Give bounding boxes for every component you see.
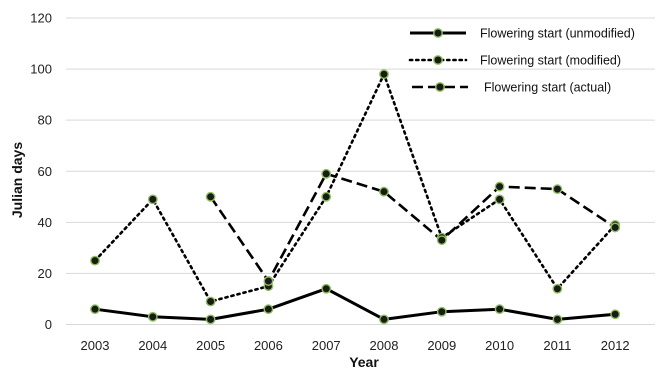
y-tick-label: 20 — [38, 266, 52, 281]
data-point — [147, 194, 158, 205]
legend-label: Flowering start (actual) — [484, 81, 611, 95]
data-point — [321, 191, 332, 202]
data-point — [321, 168, 332, 179]
x-tick-label: 2009 — [427, 338, 456, 353]
x-axis-title: Year — [349, 354, 379, 368]
y-axis-title: Julian days — [9, 142, 25, 218]
data-point — [436, 235, 447, 246]
x-tick-label: 2011 — [543, 338, 571, 353]
data-point — [552, 184, 563, 195]
data-point — [147, 311, 158, 322]
x-tick-label: 2008 — [370, 338, 399, 353]
y-tick-label: 120 — [30, 11, 52, 26]
y-tick-label: 0 — [45, 317, 52, 332]
data-point — [205, 191, 216, 202]
data-point — [263, 304, 274, 315]
x-tick-labels: 2003 2004 2005 2006 2007 2008 2009 2010 2011 2012 — [81, 338, 630, 353]
series-line-dashed — [209, 172, 616, 283]
data-point — [321, 283, 332, 294]
legend-marker — [433, 28, 443, 38]
data-point — [494, 304, 505, 315]
x-tick-label: 2010 — [485, 338, 514, 353]
legend-label: Flowering start (unmodified) — [480, 27, 635, 41]
legend: Flowering start (unmodified) Flowering st… — [408, 27, 635, 95]
x-tick-label: 2003 — [81, 338, 110, 353]
legend-marker — [435, 82, 445, 92]
y-tick-label: 60 — [38, 164, 52, 179]
y-tick-label: 100 — [30, 62, 52, 77]
y-tick-label: 40 — [38, 215, 52, 230]
data-point — [379, 186, 389, 197]
data-point — [263, 276, 274, 286]
x-tick-label: 2012 — [601, 338, 630, 353]
x-tick-label: 2005 — [196, 338, 225, 353]
data-point — [205, 296, 216, 307]
series-lines — [93, 72, 617, 321]
series-line-dotted — [93, 72, 617, 303]
y-tick-label: 80 — [38, 113, 52, 128]
data-point — [552, 314, 563, 325]
gridlines — [66, 17, 655, 325]
legend-label: Flowering start (modified) — [480, 54, 621, 68]
x-tick-label: 2004 — [138, 338, 167, 353]
data-point — [494, 181, 505, 192]
data-point — [90, 255, 100, 266]
data-point — [610, 222, 621, 233]
series-markers — [90, 69, 621, 325]
data-point — [379, 314, 389, 325]
x-tick-label: 2006 — [254, 338, 283, 353]
data-point — [205, 314, 216, 325]
series-line-solid — [94, 287, 616, 321]
data-point — [90, 304, 100, 315]
data-point — [610, 309, 621, 320]
data-point — [436, 306, 447, 317]
y-tick-labels: 0 20 40 60 80 100 120 — [30, 11, 52, 333]
data-point — [379, 69, 389, 80]
data-point — [552, 283, 563, 294]
data-point — [494, 194, 505, 205]
x-tick-label: 2007 — [312, 338, 341, 353]
legend-marker — [433, 55, 443, 65]
